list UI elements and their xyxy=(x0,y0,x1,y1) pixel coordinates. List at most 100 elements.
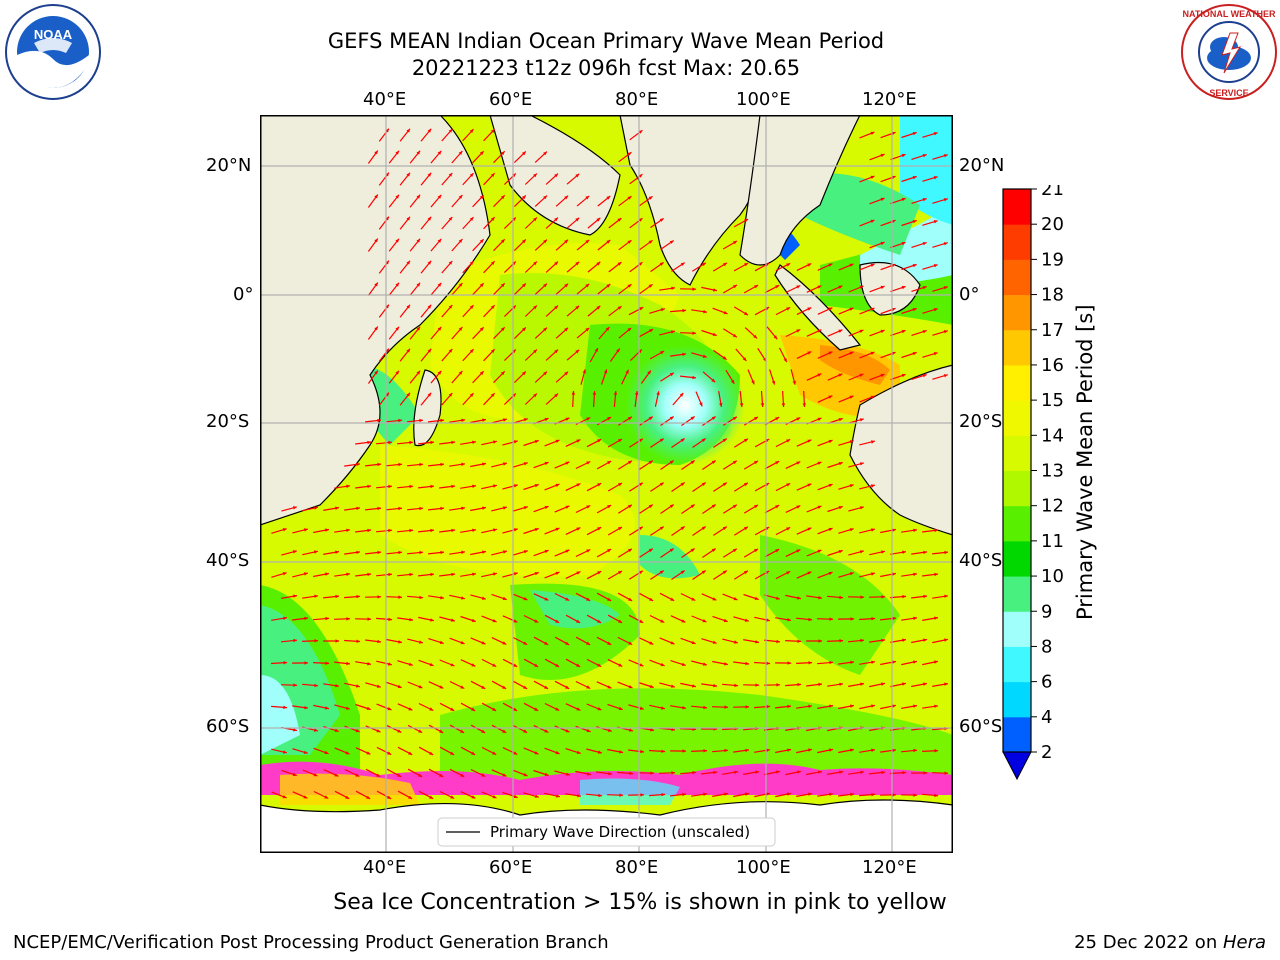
lon-label-bottom: 100°E xyxy=(736,857,791,878)
colorbar-band xyxy=(1003,259,1031,296)
wave-arrow-head xyxy=(461,596,465,600)
wave-arrow-head xyxy=(451,572,455,577)
wave-arrow-head xyxy=(922,198,927,202)
wave-arrow-head xyxy=(597,750,602,754)
wave-arrow-head xyxy=(627,240,632,244)
wave-arrow-head xyxy=(787,748,791,752)
lat-label-left: 20°S xyxy=(206,411,250,432)
wave-arrow-head xyxy=(594,348,598,352)
wave-arrow-head xyxy=(797,682,802,687)
map: Primary Wave Direction (unscaled) xyxy=(260,115,953,853)
wave-arrow-head xyxy=(437,194,442,199)
wave-arrow-head xyxy=(607,728,612,732)
wave-arrow-head xyxy=(555,663,560,667)
wave-arrow-head xyxy=(408,707,413,711)
wave-arrow-head xyxy=(766,792,770,796)
wave-arrow-head xyxy=(586,685,591,689)
lat-label-right: 20°N xyxy=(959,155,1005,176)
wave-arrow-head xyxy=(796,461,801,465)
wave-arrow-head xyxy=(723,618,728,623)
colorbar-label: Primary Wave Mean Period [s] xyxy=(1073,304,1097,620)
wave-arrow-head xyxy=(754,285,759,289)
wave-arrow-head xyxy=(732,504,737,509)
wave-arrow-head xyxy=(395,238,399,243)
wave-arrow-head xyxy=(839,682,843,686)
wave-arrow-head xyxy=(787,618,791,622)
wave-arrow-head xyxy=(346,661,350,666)
wave-arrow-head xyxy=(766,661,771,665)
wave-arrow-head xyxy=(892,528,896,532)
wave-arrow-head xyxy=(659,438,664,442)
wave-arrow-head xyxy=(292,772,297,777)
colorbar-band xyxy=(1003,681,1031,718)
wave-arrow-head xyxy=(849,307,854,311)
wave-arrow-head xyxy=(460,729,465,733)
wave-arrow-head xyxy=(733,241,737,245)
wave-arrow-head xyxy=(460,773,465,777)
wave-arrow-head xyxy=(627,196,632,200)
wave-arrow-head xyxy=(691,640,696,645)
wave-arrow-head xyxy=(419,506,423,511)
wave-arrow-head xyxy=(416,194,421,199)
wave-arrow-head xyxy=(796,417,801,421)
lon-label-bottom: 60°E xyxy=(489,857,533,878)
wave-arrow-head xyxy=(356,594,361,599)
wave-arrow-head xyxy=(471,707,476,711)
wave-arrow-head xyxy=(628,641,633,645)
wave-arrow-head xyxy=(755,640,759,644)
wave-arrow-head xyxy=(564,371,569,376)
wave-arrow-head xyxy=(933,352,938,356)
wave-arrow-head xyxy=(543,371,547,376)
wave-arrow-head xyxy=(838,550,843,554)
wave-arrow-head xyxy=(671,286,675,290)
wave-arrow-head xyxy=(607,597,612,601)
wave-arrow-head xyxy=(650,771,655,775)
wave-arrow-head xyxy=(385,392,389,397)
wave-arrow-head xyxy=(681,662,686,666)
wave-arrow-head xyxy=(849,395,854,399)
wave-arrow-head xyxy=(533,217,537,222)
wave-arrow-head xyxy=(448,173,453,177)
wave-arrow-head xyxy=(555,483,560,487)
wave-arrow-head xyxy=(472,528,476,532)
wave-arrow-head xyxy=(607,685,612,689)
wave-arrow-head xyxy=(944,638,948,642)
wave-arrow-head xyxy=(461,550,465,555)
wave-arrow-head xyxy=(293,638,298,643)
wave-arrow-head xyxy=(502,773,507,777)
wave-arrow-head xyxy=(314,639,319,643)
wave-arrow-head xyxy=(807,439,812,443)
wave-arrow-head xyxy=(607,417,612,421)
wave-arrow-head xyxy=(398,418,403,423)
wave-arrow-head xyxy=(397,684,402,689)
wave-arrow-head xyxy=(534,794,539,798)
wave-arrow-head xyxy=(701,438,706,442)
wave-arrow-head xyxy=(659,570,664,574)
wave-arrow-head xyxy=(892,748,896,753)
wave-arrow-head xyxy=(503,550,507,554)
wave-arrow-head xyxy=(555,439,560,443)
wave-arrow-head xyxy=(722,482,727,486)
wave-arrow-head xyxy=(293,728,297,732)
wave-arrow-head xyxy=(448,349,453,353)
wave-arrow-head xyxy=(859,418,864,422)
svg-text:NATIONAL WEATHER: NATIONAL WEATHER xyxy=(1183,9,1276,19)
wave-arrow-head xyxy=(880,285,885,290)
wave-arrow-head xyxy=(733,285,737,289)
colorbar-tick-label: 17 xyxy=(1041,320,1064,341)
cyclone-core xyxy=(625,345,745,465)
wave-arrow-head xyxy=(871,704,875,708)
wave-arrow-head xyxy=(283,705,288,710)
wave-arrow-head xyxy=(555,571,560,575)
lat-label-left: 60°S xyxy=(206,716,250,737)
wave-arrow-head xyxy=(838,285,843,289)
wave-arrow-head xyxy=(902,771,907,775)
wave-arrow-head xyxy=(628,685,633,689)
wave-arrow-head xyxy=(429,662,434,667)
wave-arrow-head xyxy=(933,220,938,224)
wave-arrow-head xyxy=(430,572,434,577)
wave-arrow-head xyxy=(808,617,813,622)
wave-arrow-head xyxy=(533,261,537,266)
wave-arrow-head xyxy=(766,748,770,752)
wave-arrow-head xyxy=(745,748,749,753)
